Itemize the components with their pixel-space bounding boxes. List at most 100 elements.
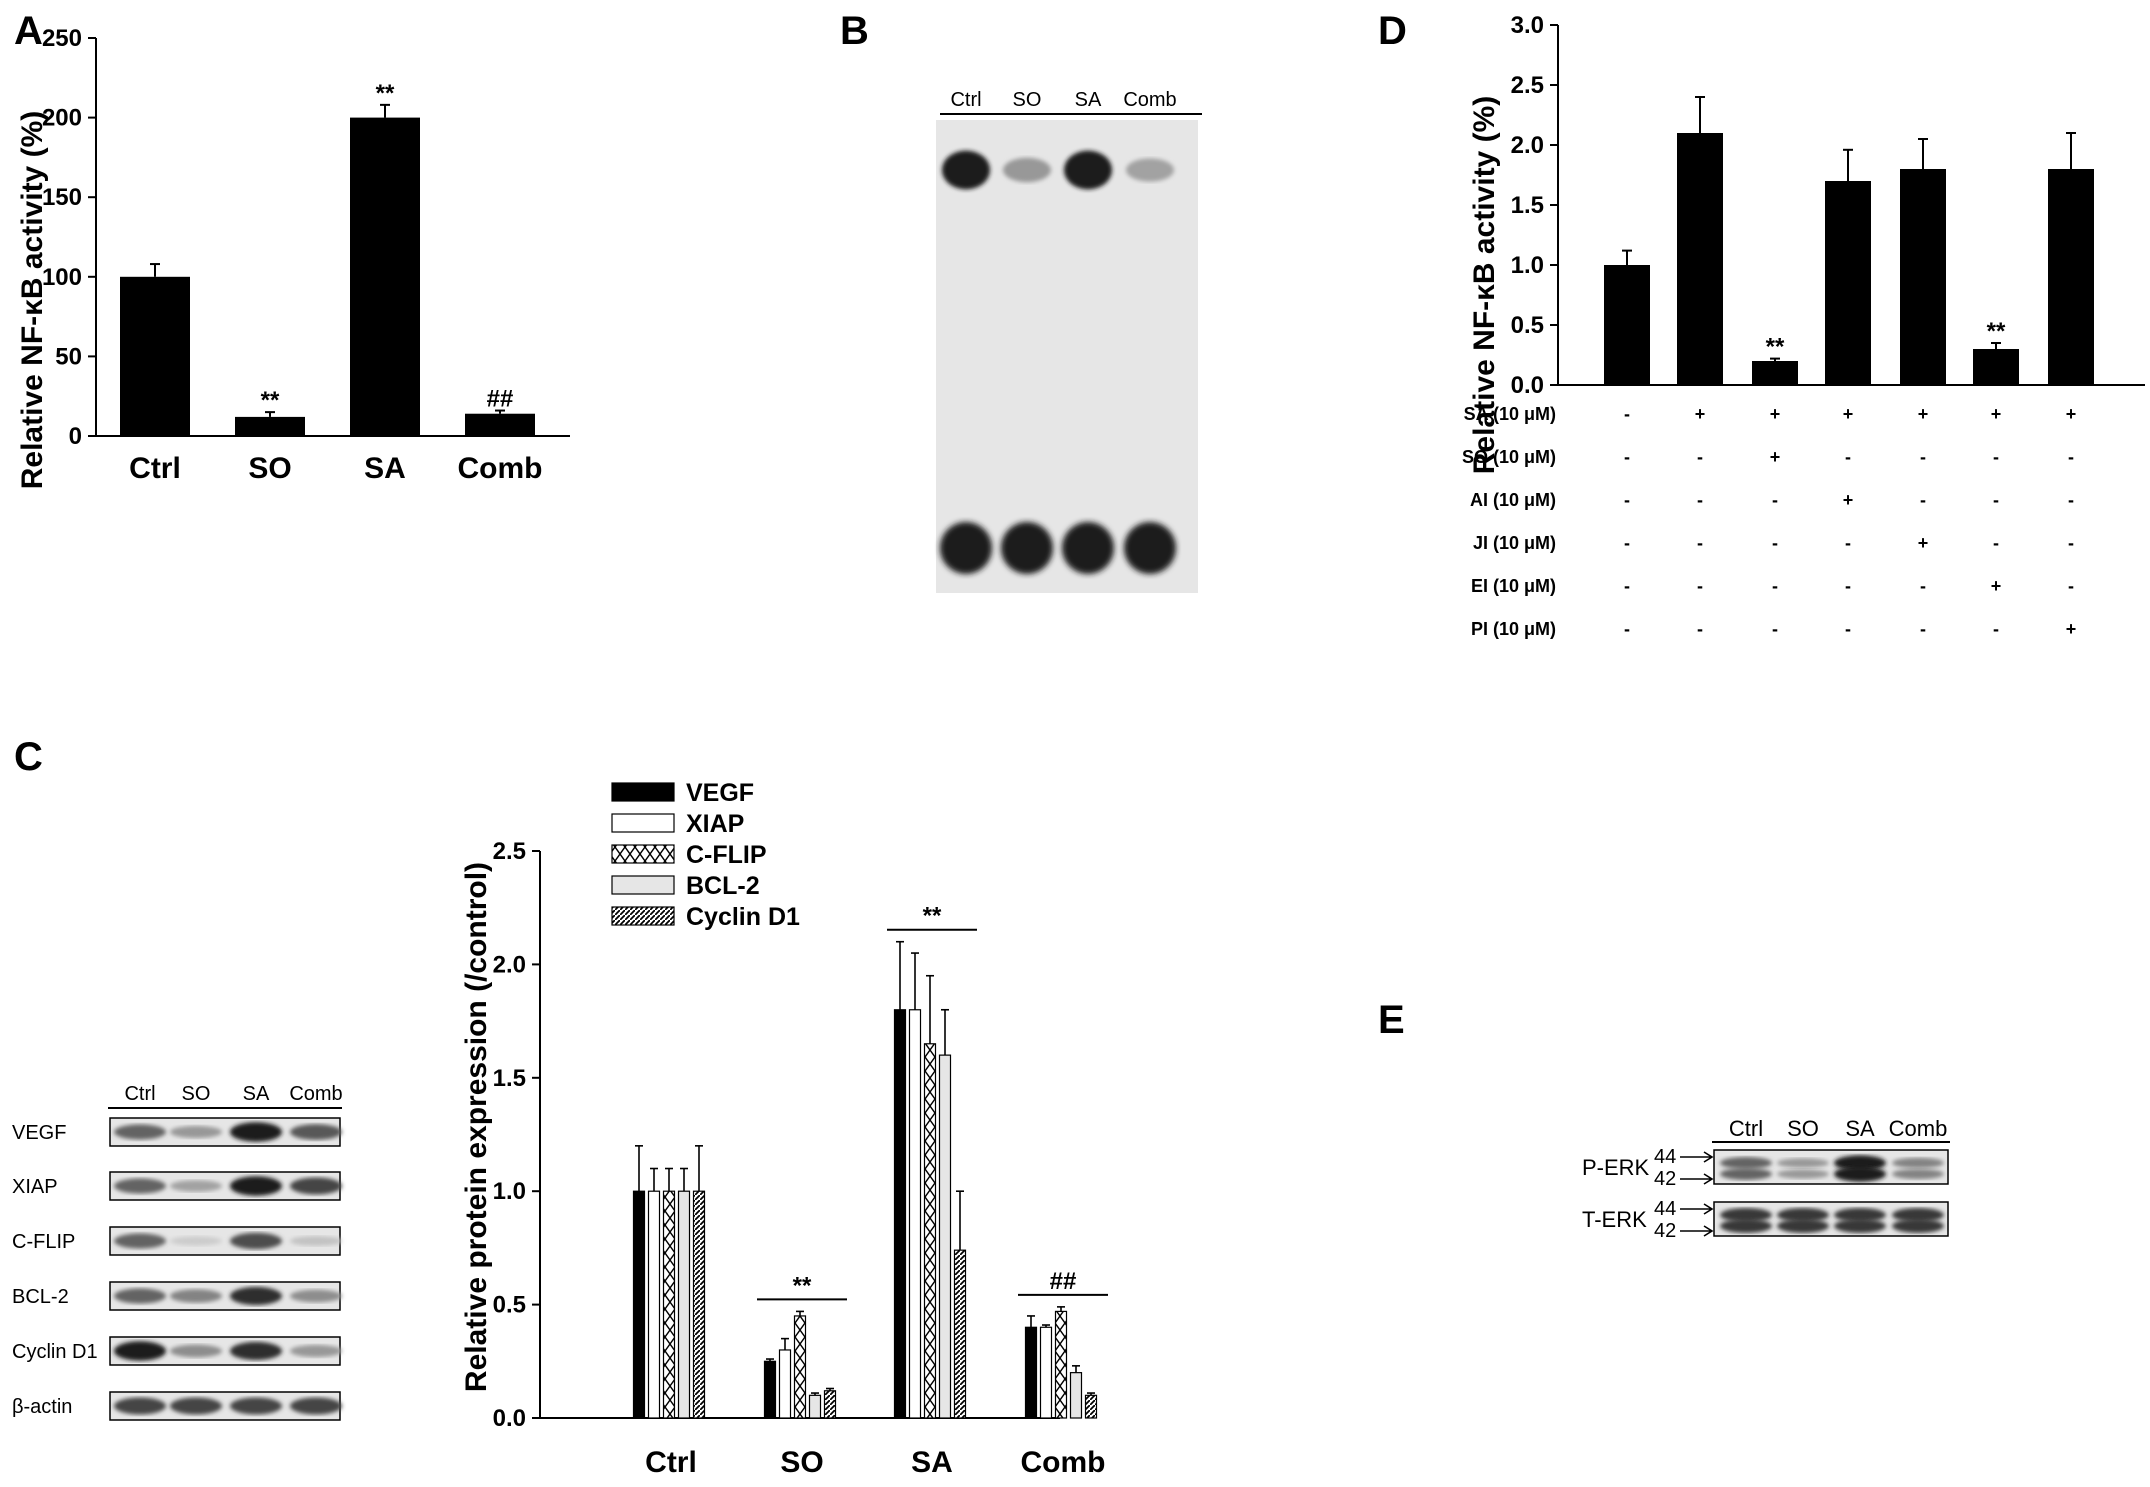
chart-d-treatment-cell: +: [1843, 404, 1854, 424]
chart-d-treatment-cell: -: [2068, 576, 2074, 596]
chart-c-ytick-label: 0.0: [493, 1405, 526, 1432]
chart-c-bar: [953, 1249, 967, 1419]
chart-d-bar: [1604, 265, 1650, 385]
chart-c-category-label: Ctrl: [645, 1446, 697, 1479]
emsa-free-probe-band: [1124, 522, 1176, 574]
blot-c-band: [114, 1233, 166, 1249]
blot-c-band: [290, 1177, 342, 1195]
chart-c-bar: [808, 1394, 822, 1419]
chart-a-category-label: Ctrl: [129, 452, 181, 485]
emsa-shifted-band: [942, 150, 990, 190]
emsa-lane-label: Ctrl: [950, 89, 981, 111]
blot-e-band-44: [1892, 1157, 1944, 1169]
chart-a-ytick-label: 0: [69, 423, 82, 450]
blot-e-band-42: [1777, 1169, 1829, 1179]
chart-a-category-label: SA: [364, 452, 406, 485]
chart-d-ytick-label: 1.5: [1511, 192, 1544, 219]
blot-e-band-44: [1720, 1157, 1772, 1169]
chart-c-legend-label: VEGF: [686, 779, 754, 807]
chart-c-legend-swatch: [611, 844, 675, 864]
chart-d: Relative NF-κB activity (%) 0.0 0.5 1.0 1.5…: [1462, 12, 2145, 639]
blot-e-lane-label: SO: [1787, 1116, 1819, 1141]
western-blot-c: Ctrl SO SA Comb VEGF XIAP C-FLIP BCL-2 Cyclin D1…: [12, 1083, 343, 1421]
chart-d-ylabel: Relative NF-κB activity (%): [1468, 96, 1501, 475]
chart-c-ytick-label: 2.0: [493, 951, 526, 978]
blot-e-band-44: [1892, 1208, 1944, 1222]
chart-d-treatment-cell: -: [1993, 533, 1999, 553]
chart-c-significance: ##: [1050, 1268, 1077, 1295]
chart-a-significance: **: [376, 80, 395, 107]
chart-c-legend-swatch: [611, 875, 675, 895]
chart-c-category-label: Comb: [1021, 1446, 1106, 1479]
chart-d-treatment-cell: -: [1772, 533, 1778, 553]
chart-c-ylabel: Relative protein expression (/control): [460, 862, 493, 1392]
blot-c-band: [290, 1124, 342, 1140]
blot-c-lane-label: SA: [243, 1083, 270, 1105]
blot-e-band-42: [1720, 1219, 1772, 1233]
chart-d-treatment-cell: -: [1920, 576, 1926, 596]
chart-d-treatment-cell: +: [1991, 404, 2002, 424]
blot-c-lane-label: Ctrl: [124, 1083, 155, 1105]
chart-c-bar: [632, 1190, 646, 1419]
blot-e-band-42: [1834, 1166, 1886, 1182]
chart-c-bar: [893, 1009, 907, 1419]
panel-letter-d: D: [1378, 9, 1407, 53]
chart-a-ytick-label: 200: [42, 105, 82, 132]
blot-e-marker-44: 44: [1654, 1146, 1676, 1168]
blot-e-row-label: P-ERK: [1582, 1155, 1650, 1180]
blot-c-band: [114, 1397, 166, 1415]
blot-c-row-label: VEGF: [12, 1122, 66, 1144]
panel-letter-b: B: [840, 9, 869, 53]
chart-d-treatment-cell: -: [1697, 576, 1703, 596]
chart-c-bar: [793, 1315, 807, 1419]
chart-d-treatment-cell: +: [2066, 619, 2077, 639]
blot-c-band: [170, 1397, 222, 1415]
blot-c-band: [114, 1124, 166, 1140]
chart-c-bar: [662, 1190, 676, 1419]
chart-d-treatment-cell: +: [1770, 404, 1781, 424]
chart-a: Relative NF-κB activity (%) 0 50 100 150 200…: [16, 25, 570, 489]
emsa-free-probe-band: [1062, 522, 1114, 574]
blot-e-arrow-42: [1680, 1173, 1714, 1185]
chart-c-bar: [1084, 1394, 1098, 1419]
blot-c-band: [170, 1180, 222, 1192]
chart-d-bar: [1825, 181, 1871, 385]
blot-c-band: [290, 1397, 342, 1415]
chart-c-bar: [938, 1054, 952, 1419]
chart-d-bar: [1973, 349, 2019, 385]
blot-e-band-44: [1834, 1155, 1886, 1171]
blot-e-band-42: [1834, 1219, 1886, 1233]
blot-c-band: [290, 1236, 342, 1246]
chart-a-ytick-label: 150: [42, 184, 82, 211]
chart-d-treatment-cell: -: [1845, 576, 1851, 596]
emsa-shifted-band: [1064, 150, 1112, 190]
chart-c-ytick-label: 1.0: [493, 1178, 526, 1205]
chart-d-treatment-cell: -: [1624, 404, 1630, 424]
chart-c-ytick-label: 2.5: [493, 838, 526, 865]
chart-a-bar: [465, 413, 535, 436]
blot-e-band-44: [1720, 1208, 1772, 1222]
chart-c: Relative protein expression (/control) 0…: [460, 779, 1108, 1479]
chart-c-significance: **: [923, 903, 942, 930]
chart-d-treatment-cell: -: [1697, 490, 1703, 510]
blot-c-band: [114, 1341, 166, 1361]
emsa-lane-label: SO: [1013, 89, 1042, 111]
panel-letter-c: C: [14, 735, 43, 779]
chart-c-bar: [1024, 1326, 1038, 1419]
blot-c-band: [170, 1289, 222, 1303]
blot-e-band-42: [1892, 1219, 1944, 1233]
emsa-gel: [936, 120, 1198, 593]
chart-d-treatment-cell: -: [1845, 619, 1851, 639]
chart-c-legend-swatch: [611, 813, 675, 833]
blot-c-band: [230, 1232, 282, 1250]
emsa-lane-label: SA: [1075, 89, 1102, 111]
chart-d-bar: [1752, 361, 1798, 385]
chart-c-bar: [763, 1360, 777, 1419]
chart-c-bar: [778, 1349, 792, 1419]
chart-a-ytick-label: 250: [42, 25, 82, 52]
chart-d-treatment-cell: -: [1624, 576, 1630, 596]
blot-c-band: [290, 1289, 342, 1303]
chart-c-category-label: SO: [780, 1446, 823, 1479]
